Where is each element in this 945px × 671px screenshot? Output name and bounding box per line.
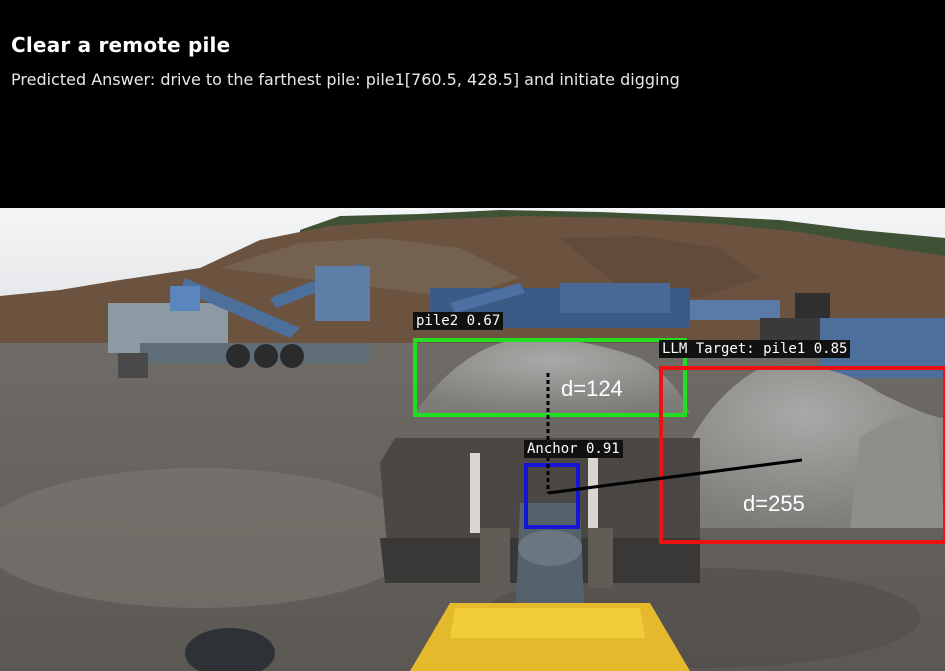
label-pile2: pile2 0.67: [413, 312, 504, 330]
bbox-pile2: [413, 338, 687, 417]
label-pile1: LLM Target: pile1 0.85: [659, 340, 851, 358]
label-anchor: Anchor 0.91: [524, 440, 623, 458]
distance-pile2: d=124: [561, 376, 623, 401]
task-title: Clear a remote pile: [11, 33, 231, 57]
bbox-pile1: [659, 366, 945, 544]
scene-illustration: [0, 208, 945, 671]
header-panel: Clear a remote pile Predicted Answer: dr…: [0, 0, 945, 208]
predicted-answer: Predicted Answer: drive to the farthest …: [11, 70, 680, 89]
distance-pile1: d=255: [743, 491, 805, 516]
bbox-anchor: [524, 463, 580, 529]
camera-view: pile2 0.67 LLM Target: pile1 0.85 Anchor…: [0, 208, 945, 671]
